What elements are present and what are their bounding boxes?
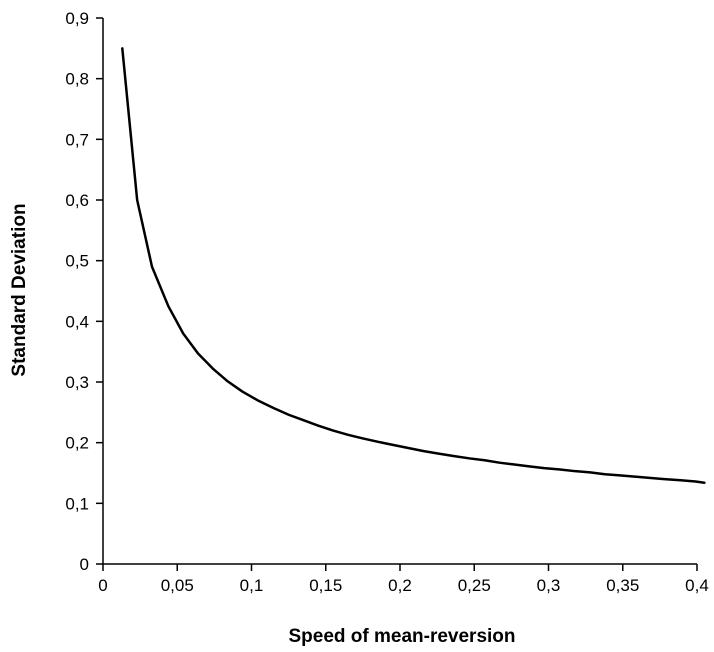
y-tick-label: 0,8 [65, 70, 89, 89]
x-tick-label: 0,25 [458, 576, 491, 595]
y-tick-label: 0,6 [65, 191, 89, 210]
y-axis-title: Standard Deviation [9, 203, 30, 376]
y-tick-labels: 0 0,1 0,2 0,3 0,4 0,5 0,6 0,7 0,8 0,9 [65, 9, 89, 574]
y-tick-label: 0,5 [65, 252, 89, 271]
x-tick-label: 0,1 [240, 576, 264, 595]
y-tick-label: 0,2 [65, 434, 89, 453]
y-tick-label: 0 [80, 555, 89, 574]
x-ticks [102, 564, 698, 571]
x-tick-label: 0,4 [685, 576, 709, 595]
y-tick-label: 0,4 [65, 312, 89, 331]
x-tick-label: 0 [98, 576, 107, 595]
x-tick-label: 0,3 [537, 576, 561, 595]
x-tick-label: 0,35 [606, 576, 639, 595]
y-ticks [96, 17, 103, 565]
y-tick-label: 0,3 [65, 373, 89, 392]
x-tick-label: 0,2 [388, 576, 412, 595]
x-tick-labels: 0 0,05 0,1 0,15 0,2 0,25 0,3 0,35 0,4 [98, 576, 709, 595]
y-tick-label: 0,7 [65, 130, 89, 149]
y-tick-label: 0,9 [65, 9, 89, 28]
series-line [121, 47, 706, 484]
x-tick-label: 0,15 [309, 576, 342, 595]
x-tick-label: 0,05 [161, 576, 194, 595]
y-tick-label: 0,1 [65, 494, 89, 513]
x-axis-title: Speed of mean-reversion [288, 626, 515, 647]
